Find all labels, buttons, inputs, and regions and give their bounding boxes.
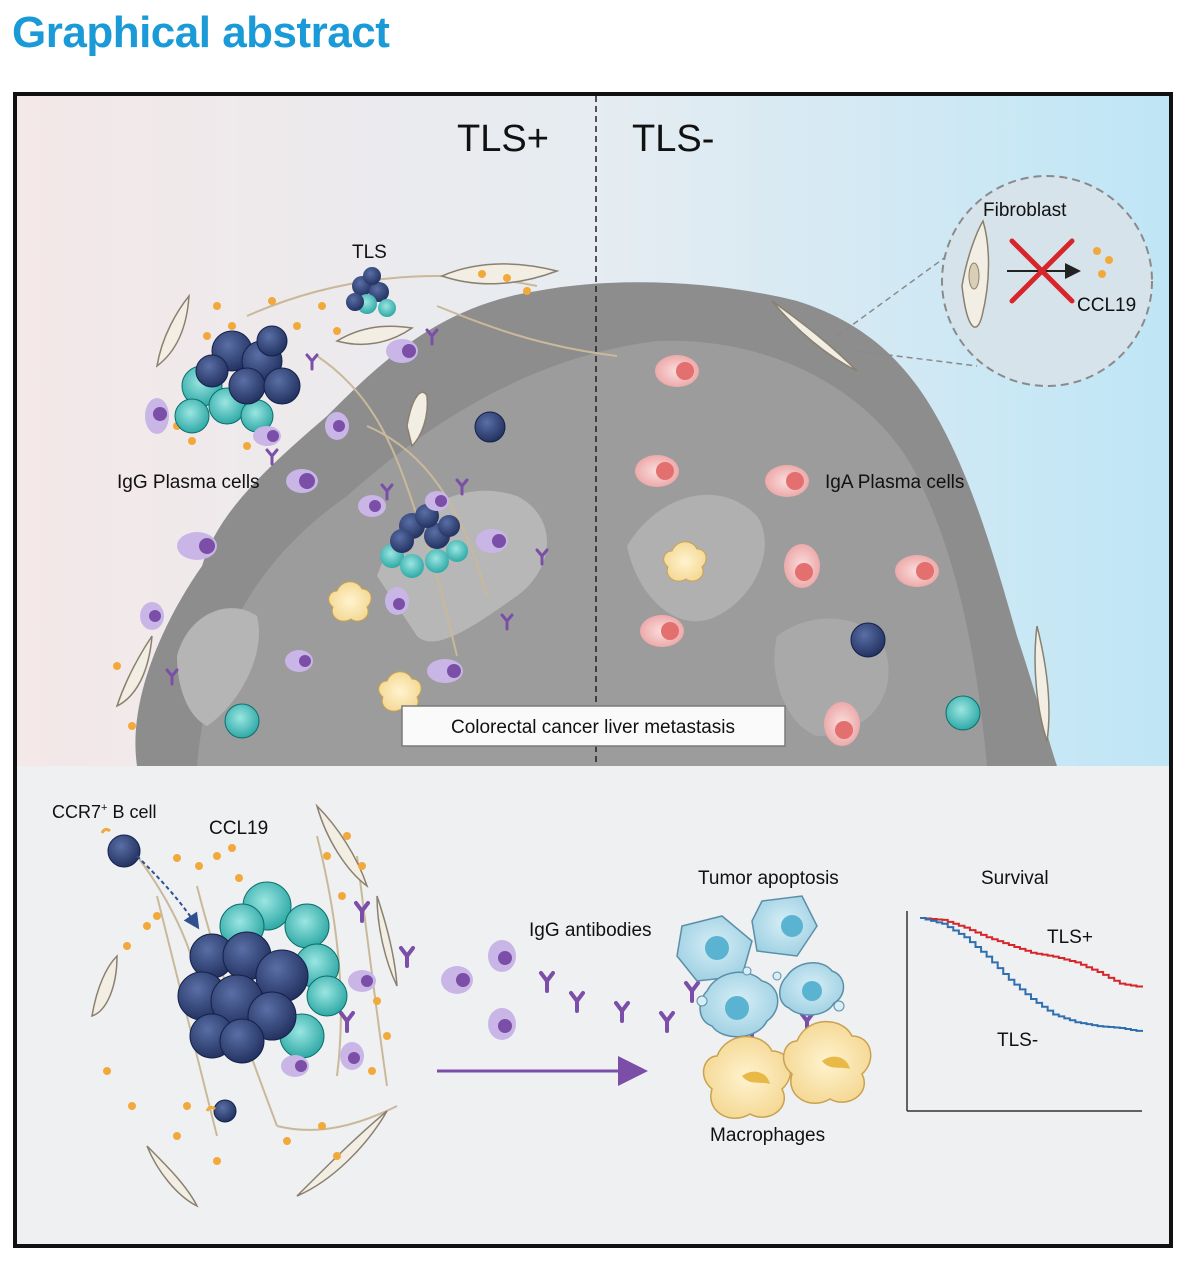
series-label-tls-pos: TLS+ — [1047, 927, 1093, 948]
graphical-abstract-frame: TLS+ TLS- — [13, 92, 1173, 1248]
tls-cluster-small — [346, 267, 396, 317]
tls-label: TLS — [352, 242, 387, 263]
ccl19-label-top: CCL19 — [1077, 295, 1136, 316]
tls-positive-label: TLS+ — [457, 118, 549, 160]
series-label-tls-neg: TLS- — [997, 1030, 1038, 1051]
abstract-illustration: TLS+ TLS- — [17, 96, 1169, 1244]
caption-box — [401, 705, 786, 747]
ccl19-label-bottom: CCL19 — [209, 818, 268, 839]
b-cell-small — [205, 1099, 237, 1123]
tls-negative-label: TLS- — [632, 118, 714, 160]
tumor-apoptosis-label: Tumor apoptosis — [698, 868, 839, 889]
b-cell-label: CCR7+ B cell — [52, 802, 156, 822]
tumor-cells-apoptosis — [676, 895, 845, 1038]
iga-plasma-cells-label: IgA Plasma cells — [825, 472, 964, 493]
macrophages-label: Macrophages — [710, 1125, 825, 1146]
igg-antibodies-label: IgG antibodies — [529, 920, 652, 941]
igg-plasma-cells-label: IgG Plasma cells — [117, 472, 260, 493]
igg-plasma-cells-top — [140, 339, 508, 683]
macrophages-top — [328, 541, 707, 712]
ccl19-dots-top — [113, 270, 531, 730]
immune-cells-scattered — [224, 411, 981, 739]
caption-text: Colorectal cancer liver metastasis — [451, 717, 735, 738]
ccl19-dots-bottom — [103, 832, 391, 1165]
tumor-lobe — [177, 608, 259, 726]
tls-cluster-center — [380, 504, 468, 578]
survival-chart: Survival TLS+ TLS- — [906, 868, 1143, 1112]
tls-cluster-bottom — [177, 881, 348, 1064]
page-title: Graphical abstract — [12, 8, 390, 57]
fibroblast-zoom-inset — [836, 175, 1153, 387]
survival-title: Survival — [981, 868, 1049, 889]
fibroblast-cells — [115, 263, 1050, 742]
tls-cluster-large — [174, 325, 301, 434]
macrophages-bottom — [702, 1020, 872, 1119]
iga-plasma-cells — [635, 355, 939, 746]
fibroblast-label: Fibroblast — [983, 200, 1067, 221]
survival-line-tls-neg — [920, 917, 1143, 1032]
ccr7-b-cell — [100, 827, 200, 930]
fibroblast-cells-bottom — [91, 803, 398, 1208]
igg-plasma-cells-bottom — [281, 940, 516, 1077]
survival-line-tls-pos — [920, 917, 1143, 988]
